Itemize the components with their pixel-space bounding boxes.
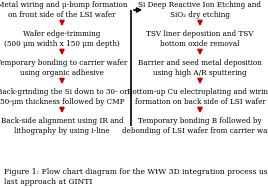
Text: Bottom-up Cu electroplating and wiring
formation on back side of LSI wafer: Bottom-up Cu electroplating and wiring f… bbox=[127, 88, 268, 106]
Text: Barrier and seed metal deposition
using high A/R sputtering: Barrier and seed metal deposition using … bbox=[138, 59, 262, 77]
Text: Back-side alignment using IR and
lithography by using i-line: Back-side alignment using IR and lithogr… bbox=[1, 117, 123, 135]
Text: Si Deep Reactive Ion Etching and
SiO₂ dry etching: Si Deep Reactive Ion Etching and SiO₂ dr… bbox=[139, 1, 262, 19]
Text: Back-grinding the Si down to 30- or
50-μm thickness followed by CMP: Back-grinding the Si down to 30- or 50-μ… bbox=[0, 88, 127, 106]
Text: Temporary bonding B followed by
debonding of LSI wafer from carrier wafer: Temporary bonding B followed by debondin… bbox=[122, 117, 268, 135]
Text: Metal wiring and μ-bump formation
on front side of the LSI wafer: Metal wiring and μ-bump formation on fro… bbox=[0, 1, 127, 19]
Text: TSV liner deposition and TSV
bottom oxide removal: TSV liner deposition and TSV bottom oxid… bbox=[146, 30, 254, 48]
Text: Temporary bonding to carrier wafer
using organic adhesive: Temporary bonding to carrier wafer using… bbox=[0, 59, 128, 77]
Text: Figure 1: Flow chart diagram for the WtW 3D integration process using via-
last : Figure 1: Flow chart diagram for the WtW… bbox=[4, 168, 268, 186]
Text: Wafer edge-trimming
(500 μm width x 150 μm depth): Wafer edge-trimming (500 μm width x 150 … bbox=[4, 30, 120, 48]
